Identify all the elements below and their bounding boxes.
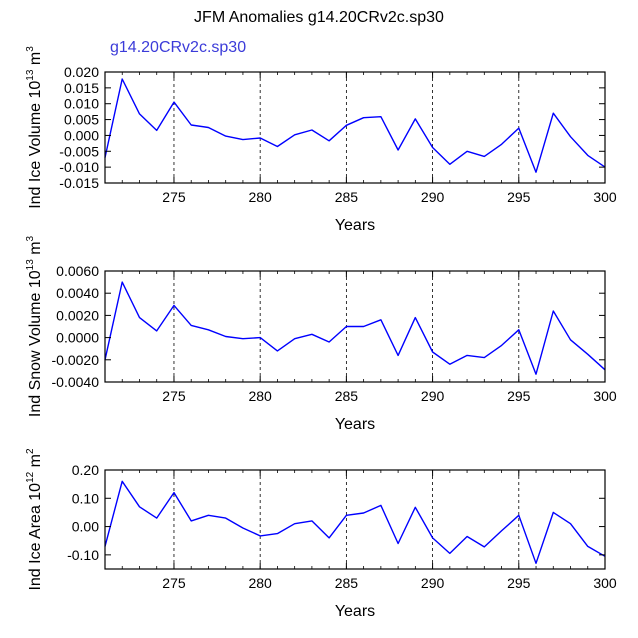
panel-3-xtick-label-285: 285 <box>335 575 359 591</box>
panel-3-ytick-label-2: 0.00 <box>72 519 99 535</box>
panel-3-xtick-label-275: 275 <box>162 575 186 591</box>
panel-3-xlabel: Years <box>335 603 375 620</box>
panel-1-xlabel: Years <box>335 217 375 234</box>
panel-2-ytick-label-1: 0.0040 <box>56 285 99 301</box>
panel-1-ytick-label-6: -0.010 <box>59 159 99 175</box>
panel-3-ylabel: Ind Ice Area 1012 m2 <box>25 448 44 591</box>
case-label: g14.20CRv2c.sp30 <box>110 39 246 56</box>
panel-2-xtick-label-285: 285 <box>335 388 359 404</box>
panel-1-series-line <box>104 78 606 173</box>
panel-3-ytick-label-3: -0.10 <box>67 547 99 563</box>
panel-3-xtick-label-280: 280 <box>248 575 272 591</box>
panel-1-xtick-label-300: 300 <box>593 189 617 205</box>
panel-1-xtick-label-280: 280 <box>248 189 272 205</box>
panel-3-xtick-label-290: 290 <box>421 575 445 591</box>
panel-2-ytick-label-4: -0.0020 <box>52 352 100 368</box>
panel-2-xlabel: Years <box>335 416 375 433</box>
panel-1-xtick-label-275: 275 <box>162 189 186 205</box>
panel-1-xtick-label-295: 295 <box>507 189 531 205</box>
panel-3-ytick-label-1: 0.10 <box>72 490 99 506</box>
panel-1-frame <box>104 71 606 184</box>
figure-title: JFM Anomalies g14.20CRv2c.sp30 <box>194 9 444 26</box>
panel-2-ytick-label-5: -0.0040 <box>52 374 100 390</box>
panel-1-xtick-label-285: 285 <box>335 189 359 205</box>
panel-1: 275 280 285 290 295 300 0.0200.0150.0100.0050.… <box>25 46 617 234</box>
panel-2-ylabel: Ind Snow Volume 1013 m3 <box>25 235 44 417</box>
panel-2-ytick-label-3: 0.0000 <box>56 330 99 346</box>
panel-3: 275 280 285 290 295 300 0.20 0.10 0.00 -0.10 Years… <box>25 448 617 620</box>
panel-2-xtick-label-300: 300 <box>593 388 617 404</box>
panel-2-ytick-label-0: 0.0060 <box>56 263 99 279</box>
panel-2-frame <box>104 270 606 383</box>
panel-2-ytick-label-2: 0.0020 <box>56 307 99 323</box>
panel-3-xtick-label-300: 300 <box>593 575 617 591</box>
panel-3-xtick-label-295: 295 <box>507 575 531 591</box>
panel-1-ytick-label-7: -0.015 <box>59 175 99 191</box>
panel-1-ylabel: Ind Ice Volume 1013 m3 <box>25 46 44 209</box>
panel-2-xtick-label-275: 275 <box>162 388 186 404</box>
panel-1-ytick-label-1: 0.015 <box>64 80 99 96</box>
panel-2-series-line <box>104 281 606 375</box>
panel-3-series-line <box>104 480 606 564</box>
panel-3-frame <box>104 469 606 570</box>
panel-1-ytick-label-2: 0.010 <box>64 96 99 112</box>
panel-1-ytick-label-0: 0.020 <box>64 64 99 80</box>
panel-2-xtick-label-295: 295 <box>507 388 531 404</box>
panel-1-xtick-label-290: 290 <box>421 189 445 205</box>
panel-3-ytick-label-0: 0.20 <box>72 462 99 478</box>
panel-2-xtick-label-280: 280 <box>248 388 272 404</box>
panel-1-ytick-label-4: 0.000 <box>64 127 99 143</box>
panel-2-xtick-label-290: 290 <box>421 388 445 404</box>
panel-2: 275 280 285 290 295 300 0.0060 0.0040 0.0020 0.00… <box>25 235 617 433</box>
panel-1-ytick-label-3: 0.005 <box>64 112 99 128</box>
panel-1-ytick-label-5: -0.005 <box>59 143 99 159</box>
